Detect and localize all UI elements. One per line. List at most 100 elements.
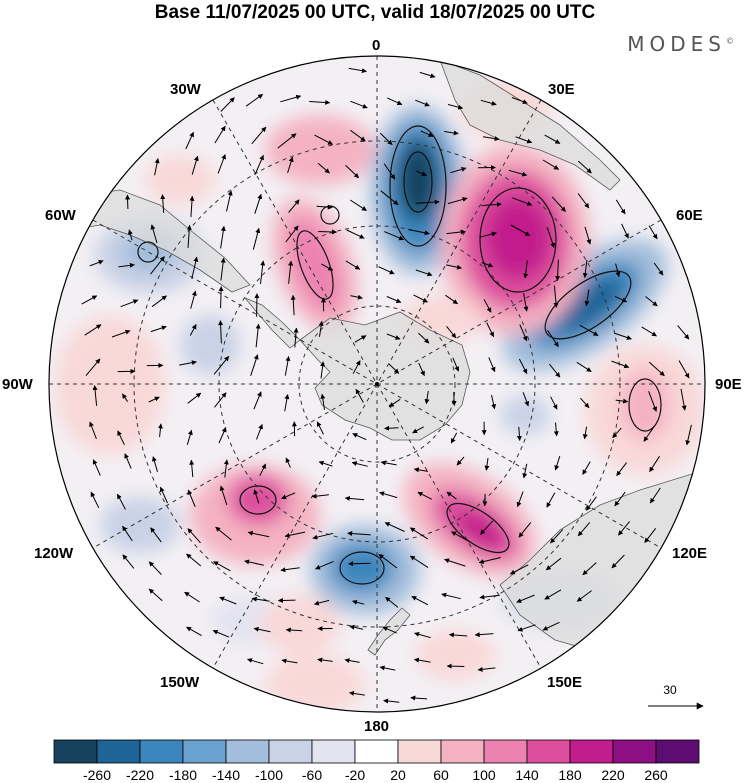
wind-arrow — [253, 391, 262, 410]
wind-arrow — [611, 360, 630, 369]
wind-arrow — [314, 134, 334, 145]
wind-arrow — [379, 665, 396, 671]
wind-arrow — [616, 462, 627, 477]
wind-arrow — [186, 626, 202, 637]
lon-label-120w: 120W — [34, 545, 74, 562]
wind-arrow — [350, 294, 363, 300]
wind-arrow — [445, 294, 459, 305]
colorbar-swatch — [139, 739, 184, 764]
wind-arrow — [92, 385, 98, 406]
chart-title: Base 11/07/2025 00 UTC, valid 18/07/2025… — [154, 2, 596, 23]
wind-arrow — [347, 531, 371, 537]
wind-arrow — [118, 262, 135, 268]
wind-arrow — [277, 597, 296, 603]
wind-arrow — [417, 491, 433, 500]
lon-label-0: 0 — [372, 37, 381, 54]
wind-arrow — [409, 527, 428, 540]
wind-arrow — [148, 588, 163, 602]
wind-arrow — [677, 325, 690, 340]
wind-arrow — [379, 132, 393, 146]
wind-arrow — [416, 199, 440, 205]
wind-arrow — [379, 491, 398, 499]
wind-arrow — [484, 458, 490, 471]
wind-arrow — [542, 621, 560, 631]
wind-arrow — [348, 561, 371, 567]
wind-arrow — [614, 295, 628, 303]
wind-arrow — [386, 296, 402, 303]
wind-arrow — [189, 195, 195, 218]
wind-arrow — [253, 626, 271, 633]
wind-arrow — [480, 99, 497, 106]
wind-arrow — [518, 522, 532, 538]
wind-arrow — [621, 223, 629, 239]
wind-arrow — [354, 335, 367, 343]
wind-arrow — [508, 169, 528, 177]
wind-arrow — [290, 294, 296, 316]
wind-arrow — [549, 363, 561, 378]
wind-arrow — [150, 325, 167, 333]
wind-arrow — [479, 231, 497, 238]
wind-arrow — [582, 461, 591, 475]
colorbar-tick-label: -220 — [125, 767, 155, 783]
wind-arrow — [281, 492, 296, 500]
wind-arrow — [84, 324, 102, 336]
wind-arrow — [446, 325, 457, 339]
wind-arrow — [584, 226, 592, 245]
wind-arrow — [678, 360, 690, 379]
wind-arrow — [388, 363, 400, 374]
wind-arrow — [515, 136, 533, 144]
wind-arrow — [318, 229, 337, 235]
colorbar-tick-label: 60 — [433, 767, 449, 783]
wind-arrow — [444, 558, 466, 567]
wind-arrow — [585, 496, 597, 511]
wind-arrow — [218, 286, 224, 309]
wind-arrow — [680, 388, 687, 411]
wind-arrow — [488, 357, 496, 373]
wind-arrow — [252, 227, 261, 250]
colorbar-tick-label: 260 — [644, 767, 668, 783]
wind-arrow — [111, 329, 131, 338]
wind-arrow — [545, 557, 562, 571]
wind-arrow — [189, 324, 197, 336]
wind-arrow — [116, 493, 126, 510]
colorbar-swatch — [526, 739, 571, 764]
wind-arrow — [491, 394, 497, 410]
wind-arrow — [215, 526, 232, 541]
wind-arrow — [615, 263, 621, 278]
wind-arrow — [551, 196, 566, 212]
wind-arrow — [154, 158, 160, 176]
wind-arrow — [318, 320, 324, 337]
wind-arrow — [350, 129, 366, 142]
wind-arrow — [419, 71, 436, 79]
wind-arrow — [219, 596, 237, 605]
wind-arrow — [447, 104, 464, 110]
wind-arrow — [284, 531, 306, 538]
antarctic-peninsula — [244, 297, 301, 349]
colorbar-tick-label: 100 — [472, 767, 496, 783]
wind-arrow — [345, 260, 361, 270]
wind-arrow — [348, 67, 367, 74]
wind-arrow — [287, 156, 294, 174]
wind-arrow — [644, 527, 657, 543]
wind-arrow — [184, 591, 200, 603]
wind-arrow — [256, 423, 263, 440]
wind-arrow — [285, 627, 303, 633]
wind-arrow — [547, 330, 559, 348]
colorbar-tick-label: -20 — [344, 767, 366, 783]
wind-arrow — [150, 527, 162, 543]
wind-arrow — [219, 485, 228, 506]
wind-arrow — [90, 491, 100, 509]
wind-arrow — [280, 567, 300, 573]
wind-arrow — [218, 320, 224, 344]
wind-arrow — [316, 421, 324, 435]
lon-label-60w: 60W — [45, 207, 76, 224]
wind-arrow — [648, 391, 658, 412]
wind-arrow — [685, 424, 692, 446]
colorbar-swatch — [483, 739, 528, 764]
wind-arrow — [544, 134, 561, 144]
wind-arrow — [477, 666, 496, 672]
wind-arrow — [415, 99, 430, 107]
wind-arrow — [378, 266, 395, 275]
colorbar-tick-label: 180 — [558, 767, 582, 783]
wind-arrow — [643, 425, 656, 442]
